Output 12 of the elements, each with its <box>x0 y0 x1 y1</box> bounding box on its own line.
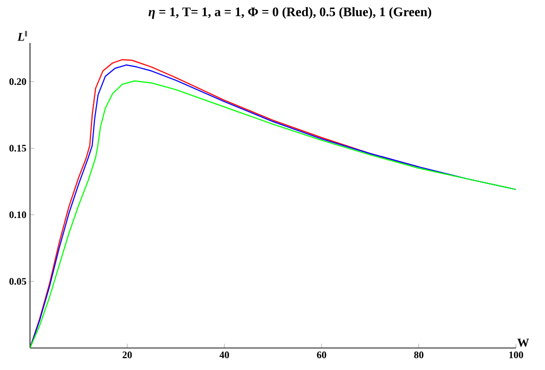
y-tick-label: 0.15 <box>9 144 26 152</box>
y-tick-label: 0.05 <box>9 278 26 285</box>
x-tick-label: 60 <box>316 352 326 358</box>
y-axis-title: L$^{‖}$ <box>17 30 27 41</box>
x-tick-label: 80 <box>414 352 424 358</box>
chart-title: η = 1, T= 1, a = 1, Φ = 0 (Red), 0.5 (Blue), 1 (Green) <box>148 7 432 19</box>
y-tick-label: 0.20 <box>9 78 26 86</box>
y-tick-label: 0.10 <box>9 211 26 218</box>
x-tick-label: 20 <box>122 352 132 358</box>
x-axis-title: W <box>517 338 529 347</box>
x-tick-label: 100 <box>509 352 524 358</box>
x-tick-label: 40 <box>220 352 230 358</box>
